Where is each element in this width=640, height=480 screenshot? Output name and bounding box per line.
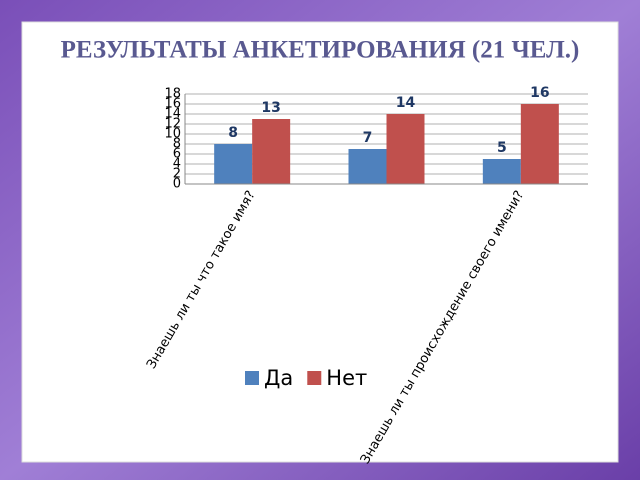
value-label: 14	[396, 95, 416, 111]
content-panel	[21, 21, 619, 463]
value-label: 5	[497, 140, 507, 156]
y-tick-label: 4	[173, 157, 181, 172]
y-tick-label: 12	[164, 117, 181, 132]
y-tick-label: 8	[173, 137, 181, 152]
y-tick-label: 6	[173, 147, 181, 162]
value-label: 8	[228, 125, 238, 141]
value-label: 13	[261, 100, 280, 116]
legend-label: Нет	[326, 366, 367, 390]
bar	[348, 149, 387, 184]
y-tick-label: 2	[173, 167, 181, 182]
value-label: 16	[530, 85, 549, 101]
y-tick-label: 18	[164, 87, 181, 102]
legend-swatch	[307, 371, 322, 385]
value-label: 7	[363, 130, 373, 146]
chart-title: РЕЗУЛЬТАТЫ АНКЕТИРОВАНИЯ (21 ЧЕЛ.)	[61, 37, 580, 64]
y-tick-label: 14	[164, 107, 181, 122]
legend-label: Да	[264, 366, 293, 390]
bar	[386, 114, 425, 184]
y-tick-label: 0	[173, 177, 181, 192]
bar	[520, 104, 559, 184]
bar	[252, 119, 291, 184]
y-tick-label: 16	[164, 97, 181, 112]
legend-swatch	[245, 371, 259, 385]
y-tick-label: 10	[164, 127, 181, 142]
bar	[214, 144, 253, 184]
bar	[482, 159, 521, 184]
